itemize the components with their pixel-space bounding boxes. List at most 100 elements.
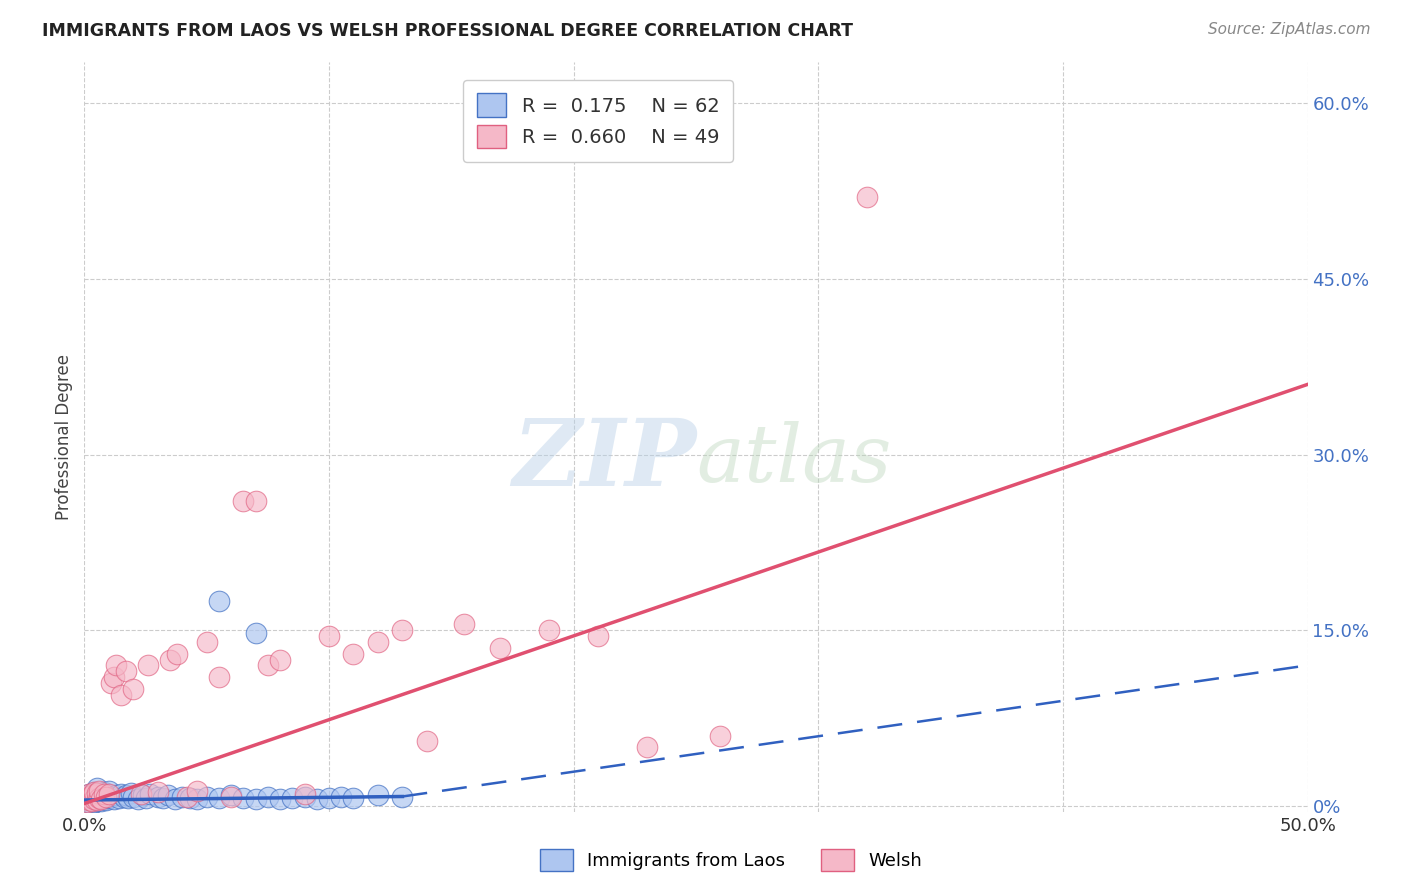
Point xyxy=(83,785,105,799)
Point xyxy=(163,792,186,806)
Point xyxy=(115,664,138,679)
Point xyxy=(87,787,110,801)
Point xyxy=(90,789,112,803)
Point xyxy=(232,790,254,805)
Point xyxy=(294,789,316,804)
Point xyxy=(318,790,340,805)
Point xyxy=(245,792,267,806)
Point xyxy=(186,792,208,806)
Point xyxy=(586,629,609,643)
Point xyxy=(77,787,100,801)
Point xyxy=(709,729,731,743)
Point xyxy=(76,794,98,808)
Point xyxy=(257,658,280,673)
Point xyxy=(87,793,110,807)
Point xyxy=(87,790,110,805)
Point xyxy=(120,786,142,800)
Point xyxy=(80,793,103,807)
Point xyxy=(129,787,152,801)
Point xyxy=(195,789,218,804)
Point xyxy=(122,681,145,696)
Point xyxy=(135,790,157,805)
Point xyxy=(342,647,364,661)
Point xyxy=(80,789,103,803)
Point xyxy=(77,792,100,806)
Text: atlas: atlas xyxy=(696,421,891,499)
Point xyxy=(391,789,413,804)
Point xyxy=(83,792,105,806)
Point xyxy=(245,625,267,640)
Point xyxy=(80,794,103,808)
Point xyxy=(318,629,340,643)
Point xyxy=(219,789,242,804)
Point xyxy=(391,624,413,638)
Point xyxy=(132,789,155,803)
Point xyxy=(117,790,139,805)
Point xyxy=(208,594,231,608)
Point xyxy=(305,792,328,806)
Point xyxy=(367,789,389,803)
Point xyxy=(281,790,304,805)
Point xyxy=(86,794,108,808)
Point xyxy=(208,790,231,805)
Point xyxy=(86,793,108,807)
Point xyxy=(139,787,162,801)
Point xyxy=(489,640,512,655)
Point xyxy=(105,658,128,673)
Point xyxy=(176,789,198,804)
Point xyxy=(152,790,174,805)
Point xyxy=(166,647,188,661)
Point xyxy=(453,617,475,632)
Point xyxy=(136,658,159,673)
Point xyxy=(269,652,291,666)
Point xyxy=(127,792,149,806)
Point xyxy=(122,789,145,804)
Point xyxy=(208,670,231,684)
Point xyxy=(172,789,194,804)
Point xyxy=(97,790,120,805)
Point xyxy=(245,494,267,508)
Text: IMMIGRANTS FROM LAOS VS WELSH PROFESSIONAL DEGREE CORRELATION CHART: IMMIGRANTS FROM LAOS VS WELSH PROFESSION… xyxy=(42,22,853,40)
Point xyxy=(367,635,389,649)
Point xyxy=(105,789,128,803)
Point xyxy=(76,796,98,810)
Point xyxy=(90,792,112,806)
Y-axis label: Professional Degree: Professional Degree xyxy=(55,354,73,520)
Point xyxy=(86,786,108,800)
Point xyxy=(90,794,112,808)
Point xyxy=(77,796,100,810)
Point xyxy=(93,785,115,799)
Point xyxy=(219,789,242,803)
Point xyxy=(107,790,129,805)
Point xyxy=(93,787,115,801)
Point xyxy=(156,789,179,803)
Point xyxy=(97,783,120,797)
Point xyxy=(146,789,169,804)
Point xyxy=(856,190,879,204)
Point xyxy=(195,635,218,649)
Point xyxy=(83,785,105,799)
Point xyxy=(159,652,181,666)
Point xyxy=(110,688,132,702)
Legend: R =  0.175    N = 62, R =  0.660    N = 49: R = 0.175 N = 62, R = 0.660 N = 49 xyxy=(463,79,733,162)
Point xyxy=(76,789,98,804)
Point xyxy=(76,797,98,811)
Point xyxy=(342,790,364,805)
Point xyxy=(110,787,132,801)
Point xyxy=(179,790,201,805)
Point xyxy=(80,789,103,804)
Point xyxy=(103,792,125,806)
Point xyxy=(83,796,105,810)
Point xyxy=(83,790,105,805)
Point xyxy=(330,789,353,804)
Text: ZIP: ZIP xyxy=(512,415,696,505)
Point xyxy=(232,494,254,508)
Point xyxy=(77,787,100,801)
Point xyxy=(112,789,135,804)
Point xyxy=(186,783,208,797)
Point xyxy=(103,670,125,684)
Point xyxy=(87,783,110,797)
Point xyxy=(100,789,122,804)
Point xyxy=(80,797,103,811)
Point xyxy=(96,793,118,807)
